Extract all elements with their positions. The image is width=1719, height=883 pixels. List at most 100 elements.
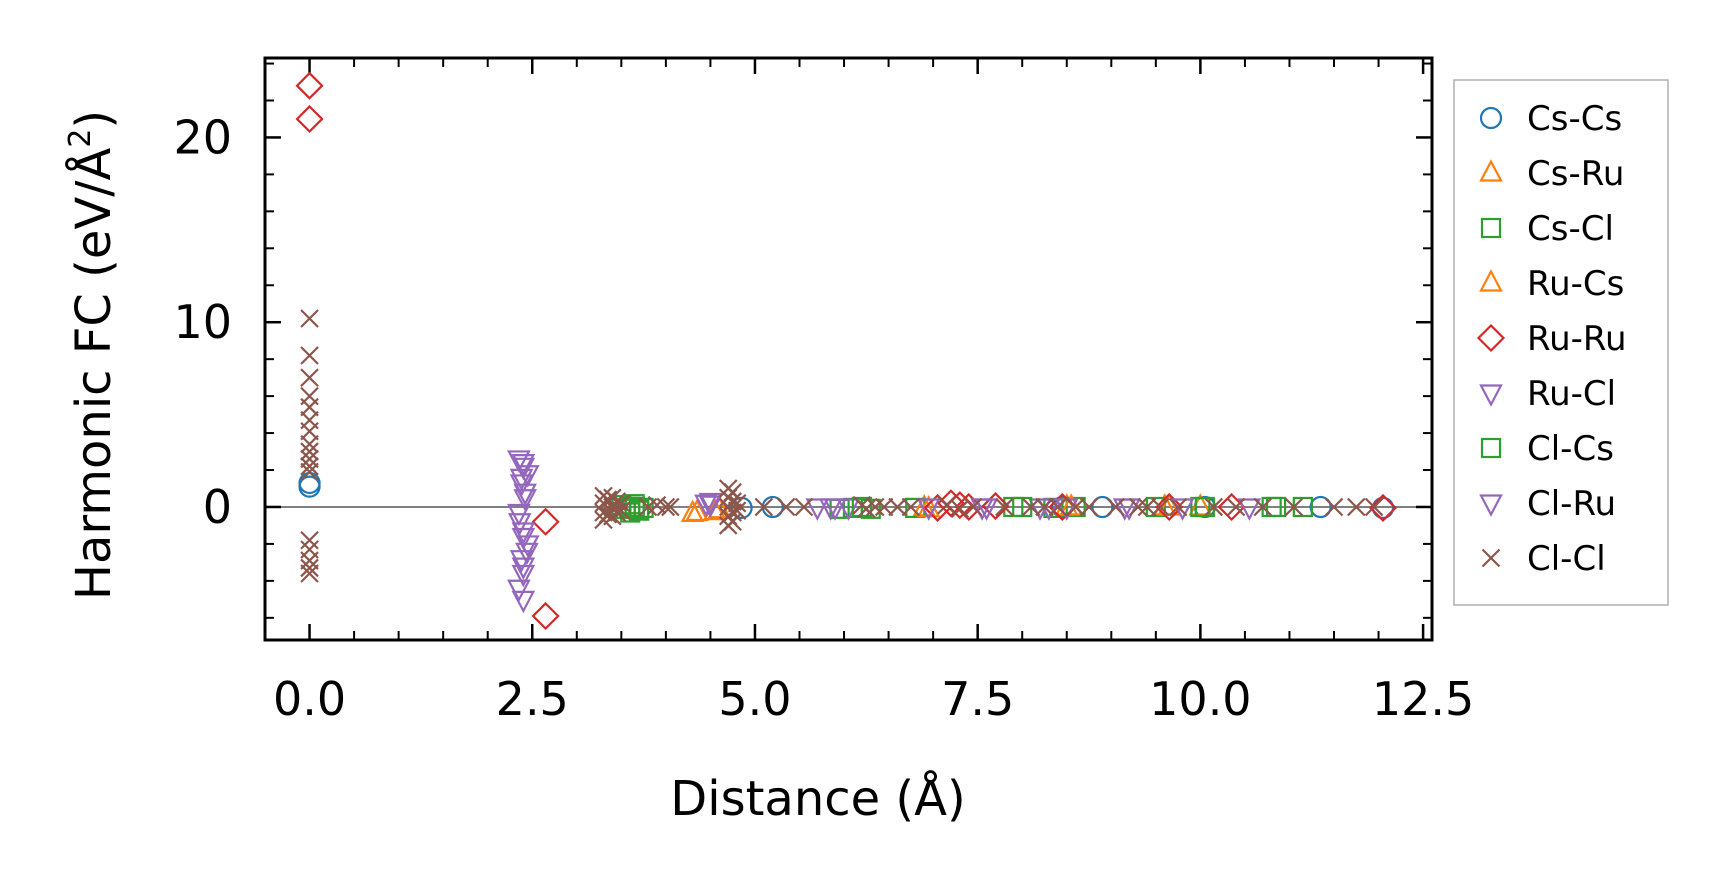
data-point-cl-cl [300,346,319,365]
data-point-cl-cl [300,558,319,578]
data-point-cl-cl [901,497,921,517]
data-point-ru-ru [1368,493,1398,522]
data-point-ru-ru [981,491,1010,521]
data-point-cl-cl [300,457,319,476]
x-tick-label: 7.5 [941,672,1014,726]
data-point-cl-cs [1266,496,1287,518]
x-tick-label: 10.0 [1149,672,1251,726]
data-point-cl-cl [300,462,319,482]
legend-label-cl-cl: Cl-Cl [1527,539,1606,579]
legend-marker-cs-cl [1480,217,1502,239]
data-point-ru-ru [295,104,324,134]
axis-ticks: 0.0 2.5 5.0 7.5 10.0 12.5 0 10 20 [173,56,1474,726]
data-point-cl-cl [874,497,894,517]
data-point-cl-cl [300,564,319,583]
y-tick-label: 0 [203,480,232,534]
data-point-ru-ru [1155,492,1184,522]
data-point-cl-ru [511,454,536,477]
legend-label-ru-cs: Ru-Cs [1527,264,1624,304]
data-point-cl-cl [1253,497,1273,517]
data-point-cl-cl [300,368,319,387]
data-point-cl-ru [818,498,843,521]
legend-marker-cs-ru [1479,159,1503,182]
data-point-cl-cl [776,497,796,517]
data-point-cs-cs [1309,495,1332,519]
data-point-cl-cl [937,495,956,515]
data-point-cl-cl [1347,497,1366,517]
x-axis-title: Distance (Å) [670,770,965,827]
data-point-cl-cl [300,309,319,328]
data-point-cl-cl [1079,497,1099,517]
data-point-ru-ru [295,71,324,100]
data-point-ru-cl [507,579,531,603]
x-tick-label: 5.0 [718,672,791,726]
data-point-cl-cl [754,497,774,517]
data-point-cl-cl [1066,497,1085,517]
data-point-cl-cl [995,497,1014,517]
data-point-cl-cl [794,497,814,517]
data-point-ru-cl [805,498,830,521]
data-point-cl-cl [656,497,676,517]
legend-marker-cl-cl [1481,548,1501,568]
y-tick-label: 10 [173,295,232,349]
data-point-cl-cl [963,497,983,517]
y-axis-title-superscript: 2 [63,129,98,148]
data-points [295,71,1398,631]
y-axis-title: Harmonic FC (eV/Å2) [63,110,122,600]
legend: Cs-Cs Cs-Ru Cs-Cl Ru-Cs Ru-Ru Ru-Cl Cl-Cs Cl-Ru… [1453,79,1669,606]
legend-marker-cl-ru [1479,494,1503,517]
data-point-cl-cl [1226,497,1246,517]
data-point-cl-cl [727,493,747,513]
data-point-cl-cl [1204,497,1224,517]
data-point-cl-cl [1021,497,1041,517]
data-point-cl-cl [1128,497,1148,517]
data-point-ru-cl [698,492,723,516]
data-point-cl-ru [511,527,536,551]
data-point-cl-cl [1106,497,1126,517]
legend-label-cl-cs: Cl-Cs [1527,429,1614,469]
legend-marker-cs-cs [1479,106,1503,130]
data-point-ru-ru [531,507,560,536]
data-point-ru-ru [945,491,974,520]
data-point-cl-cl [300,442,319,461]
legend-label-ru-cl: Ru-Cl [1527,374,1616,414]
legend-marker-ru-cl [1479,384,1503,407]
data-point-cl-ru [515,542,539,566]
legend-marker-ru-ru [1476,323,1506,353]
data-point-cl-cl [607,503,627,522]
data-point-ru-ru [936,489,966,518]
data-point-cl-cl [1364,497,1384,517]
data-point-ru-cl [511,522,536,545]
x-tick-label: 2.5 [496,672,569,726]
data-point-cl-cl [1048,497,1068,517]
data-point-cl-cl [723,512,742,532]
data-point-cl-cl [300,434,319,454]
data-point-ru-cl [511,564,536,588]
data-point-cl-cl [300,449,319,469]
data-point-cl-ru [511,557,536,580]
x-tick-label: 0.0 [273,672,346,726]
data-point-cl-cl [661,497,680,517]
data-point-cl-cl [723,482,742,502]
data-point-cl-cs [629,498,650,519]
data-point-cl-ru [513,489,537,512]
data-point-ru-cl [513,483,537,507]
y-tick-label: 20 [173,110,232,164]
legend-label-ru-ru: Ru-Ru [1527,319,1627,359]
data-point-cl-cl [300,551,319,570]
data-point-cs-cs [298,475,321,498]
axes-frame [263,56,1434,642]
data-point-cl-cl [1151,497,1170,517]
legend-label-cs-cl: Cs-Cl [1527,209,1614,249]
data-point-cs-cl [1065,496,1086,518]
legend-marker-cl-cs [1480,437,1502,459]
data-point-cl-cl [612,501,631,520]
legend-label-cl-ru: Cl-Ru [1527,484,1616,524]
data-point-cl-ru [507,513,532,536]
x-tick-label: 12.5 [1372,672,1474,726]
data-point-cl-cl [1324,497,1344,517]
legend-marker-ru-cs [1479,269,1503,292]
legend-box [1453,79,1669,606]
data-point-cs-cs [1091,495,1114,519]
data-point-cl-cl [865,497,885,517]
